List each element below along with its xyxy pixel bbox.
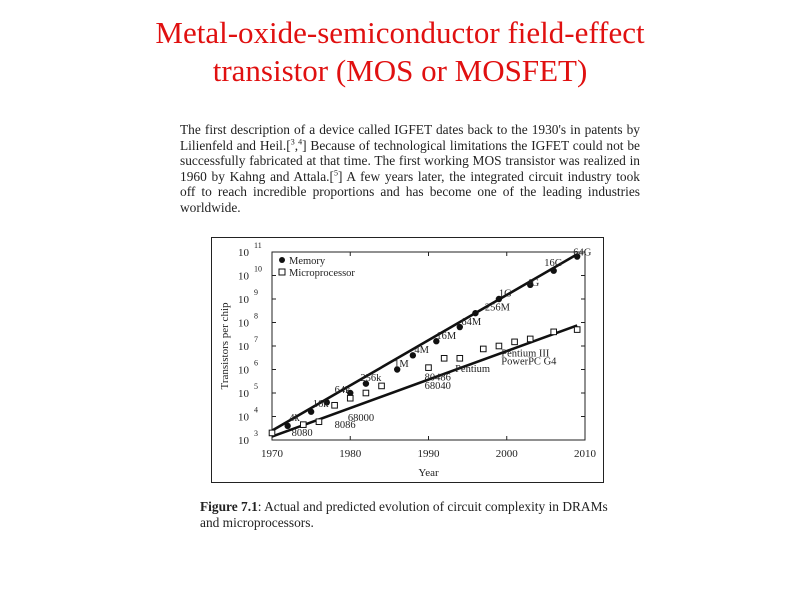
x-tick-label: 1970 — [261, 448, 284, 460]
point-label: PowerPC G4 — [501, 357, 557, 368]
microprocessor-point — [456, 354, 464, 362]
microprocessor-point — [550, 328, 557, 336]
microprocessor-point — [331, 401, 338, 409]
ref-5: 5 — [333, 168, 338, 178]
memory-point — [394, 366, 401, 373]
point-label: 256k — [360, 373, 382, 384]
trend-line — [271, 253, 578, 432]
y-tick-base: 10 — [238, 341, 250, 353]
point-label: 80486 — [425, 373, 451, 384]
x-tick-label: 1990 — [418, 448, 441, 460]
figure-frame — [211, 237, 604, 483]
y-tick-exponent: 8 — [254, 312, 258, 321]
point-label: 4M — [414, 345, 429, 356]
para-text-1: The first description of a device called… — [180, 122, 640, 153]
transistor-chart: 1970 1980 1990 2000 2010 10 3 10 4 10 5 10 6 10 7 10 8 10… — [211, 237, 604, 483]
memory-point — [284, 422, 291, 430]
microprocessor-point — [495, 342, 503, 350]
y-tick-base: 10 — [238, 318, 250, 330]
memory-point — [550, 267, 557, 274]
memory-point — [472, 309, 479, 317]
intro-paragraph: The first description of a device called… — [180, 122, 640, 216]
point-label: 8086 — [335, 420, 356, 431]
memory-point — [573, 253, 581, 260]
y-tick-exponent: 7 — [254, 335, 258, 344]
microprocessor-point — [362, 389, 370, 397]
memory-point — [433, 338, 440, 345]
page-title: Metal-oxide-semiconductor field-effect t… — [0, 14, 800, 90]
memory-point — [495, 295, 503, 303]
ref-4: 4 — [298, 137, 303, 147]
point-label: 16k — [313, 399, 330, 410]
legend-microprocessor-marker — [278, 268, 286, 276]
microprocessor-point — [425, 364, 432, 371]
point-label: 1G — [499, 288, 512, 299]
y-tick-base: 10 — [238, 247, 250, 259]
point-label: 1M — [394, 359, 409, 370]
y-tick-exponent: 6 — [254, 359, 258, 368]
figure-label: Figure 7.1 — [200, 499, 258, 514]
y-tick-base: 10 — [238, 388, 250, 400]
point-label: 68000 — [348, 413, 374, 424]
memory-point — [362, 380, 370, 387]
y-tick-exponent: 3 — [254, 429, 258, 438]
y-tick-exponent: 10 — [254, 265, 262, 274]
microprocessor-point — [268, 429, 276, 437]
point-label: Pentium — [455, 364, 490, 375]
memory-point — [347, 389, 354, 397]
memory-point — [409, 352, 417, 359]
microprocessor-point — [573, 326, 581, 333]
x-tick-label: 2010 — [574, 448, 597, 460]
legend-label: Memory — [289, 256, 326, 267]
x-tick-label: 2000 — [496, 448, 519, 460]
memory-point — [527, 281, 534, 289]
y-tick-exponent: 5 — [254, 382, 258, 391]
point-label: 8080 — [292, 428, 313, 439]
para-text-4: ] A few years later, the integrated circ… — [180, 168, 641, 215]
para-text-2: , — [294, 137, 299, 153]
title-line-1: Metal-oxide-semiconductor field-effect — [155, 15, 645, 50]
y-tick-base: 10 — [238, 294, 250, 306]
legend-label: Microprocessor — [289, 268, 355, 279]
memory-point — [456, 323, 463, 331]
microprocessor-point — [526, 335, 534, 343]
microprocessor-point — [440, 354, 448, 362]
microprocessor-point — [511, 338, 518, 346]
microprocessor-point — [378, 382, 385, 390]
point-label: 256M — [485, 303, 511, 314]
point-label: 16M — [436, 331, 457, 342]
legend-memory-marker — [279, 257, 285, 263]
point-label: 68040 — [425, 381, 451, 392]
caption-text: : Actual and predicted evolution of circ… — [200, 499, 608, 530]
chart-svg: 1970 1980 1990 2000 2010 10 3 10 4 10 5 10 6 10 7 10 8 10… — [211, 237, 604, 483]
point-label: 4k — [289, 413, 300, 424]
trend-line — [271, 324, 578, 438]
y-axis-label: Transistors per chip — [219, 302, 231, 389]
microprocessor-point — [346, 394, 354, 402]
point-label: 16G — [544, 258, 563, 269]
y-tick-exponent: 11 — [254, 241, 262, 250]
y-tick-exponent: 4 — [254, 406, 258, 415]
title-line-2: transistor (MOS or MOSFET) — [212, 53, 588, 88]
point-label: 64M — [461, 317, 482, 328]
memory-point — [307, 408, 315, 415]
point-label: Pentium III — [501, 348, 550, 359]
point-label: 4G — [526, 278, 539, 289]
y-tick-exponent: 9 — [254, 288, 258, 297]
y-tick-base: 10 — [238, 365, 250, 377]
microprocessor-point — [300, 421, 307, 428]
y-tick-base: 10 — [238, 412, 250, 424]
x-tick-label: 1980 — [339, 448, 362, 460]
point-label: 64k — [335, 385, 352, 396]
point-label: 64G — [573, 248, 592, 259]
ref-3: 3 — [290, 137, 295, 147]
y-tick-base: 10 — [238, 435, 250, 447]
microprocessor-point — [479, 345, 487, 353]
y-tick-base: 10 — [238, 271, 250, 283]
figure-caption: Figure 7.1: Actual and predicted evoluti… — [200, 499, 620, 531]
para-text-3: ] Because of technological limitations t… — [180, 137, 640, 184]
memory-point — [323, 399, 330, 406]
x-axis-label: Year — [418, 467, 439, 479]
microprocessor-point — [315, 418, 323, 426]
